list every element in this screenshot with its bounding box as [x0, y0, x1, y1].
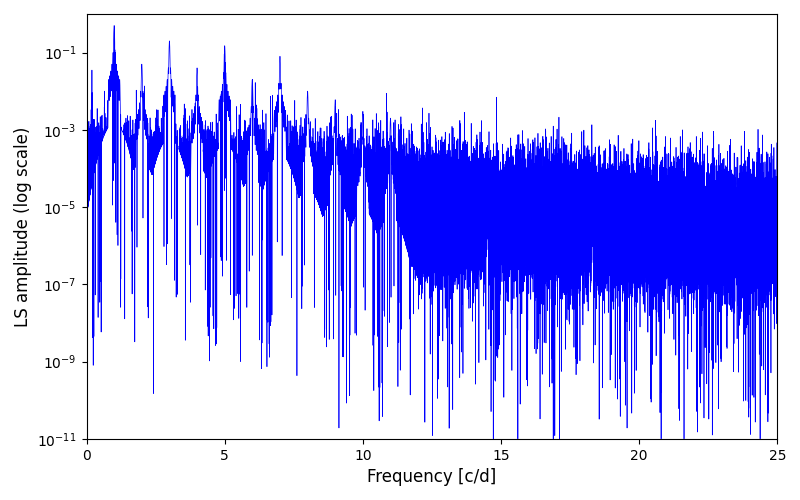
Y-axis label: LS amplitude (log scale): LS amplitude (log scale) [14, 126, 32, 326]
X-axis label: Frequency [c/d]: Frequency [c/d] [367, 468, 497, 486]
